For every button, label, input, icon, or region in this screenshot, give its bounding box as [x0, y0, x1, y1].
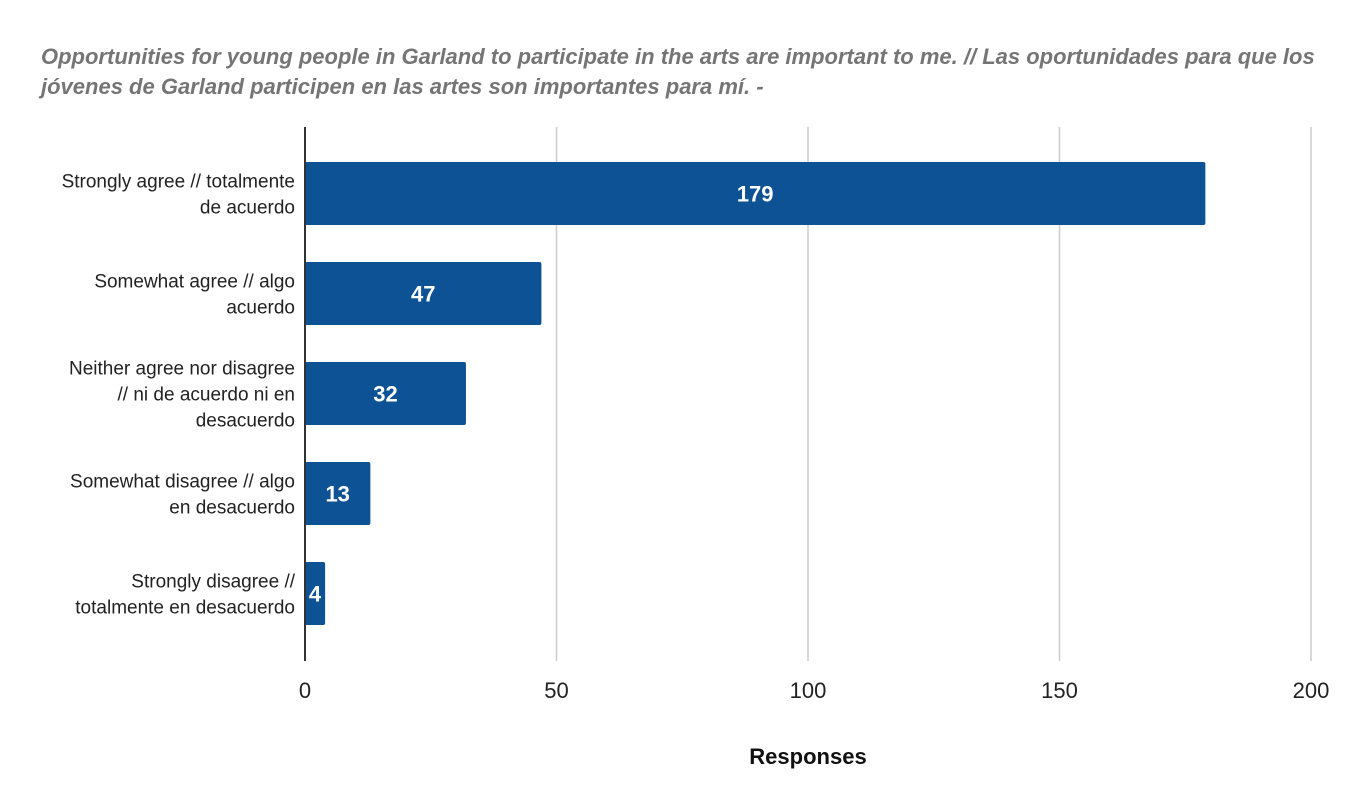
- data-label: 47: [411, 282, 435, 307]
- category-label: de acuerdo: [200, 198, 295, 219]
- bar: [305, 462, 371, 525]
- category-label: Strongly disagree //: [131, 572, 295, 593]
- bar: [305, 362, 466, 425]
- category-label: desacuerdo: [196, 411, 295, 432]
- bar: [305, 562, 326, 625]
- data-label: 13: [325, 482, 349, 507]
- category-label: Somewhat disagree // algo: [70, 472, 295, 493]
- data-label: 4: [309, 582, 322, 607]
- chart-title: Opportunities for young people in Garlan…: [41, 44, 1315, 99]
- x-tick-label: 200: [1293, 678, 1330, 703]
- category-label: Neither agree nor disagree: [69, 359, 295, 380]
- bar: [305, 262, 542, 325]
- x-axis-title: Responses: [749, 744, 866, 769]
- data-label: 32: [373, 382, 397, 407]
- x-tick-label: 150: [1041, 678, 1078, 703]
- bars: [305, 162, 1206, 625]
- labels: 0 50 100 150 200 179 Strongly agree // totalme…: [62, 172, 1330, 770]
- category-label: en desacuerdo: [169, 498, 295, 519]
- x-tick-label: 50: [544, 678, 568, 703]
- category-label: Strongly agree // totalmente: [62, 172, 295, 193]
- category-label: Somewhat agree // algo: [94, 272, 295, 293]
- data-label: 179: [737, 182, 774, 207]
- bar: [305, 162, 1206, 225]
- category-label: // ni de acuerdo ni en: [118, 385, 295, 406]
- x-tick-label: 0: [299, 678, 311, 703]
- category-label: acuerdo: [226, 298, 295, 319]
- category-label: totalmente en desacuerdo: [75, 598, 295, 619]
- x-tick-label: 100: [790, 678, 827, 703]
